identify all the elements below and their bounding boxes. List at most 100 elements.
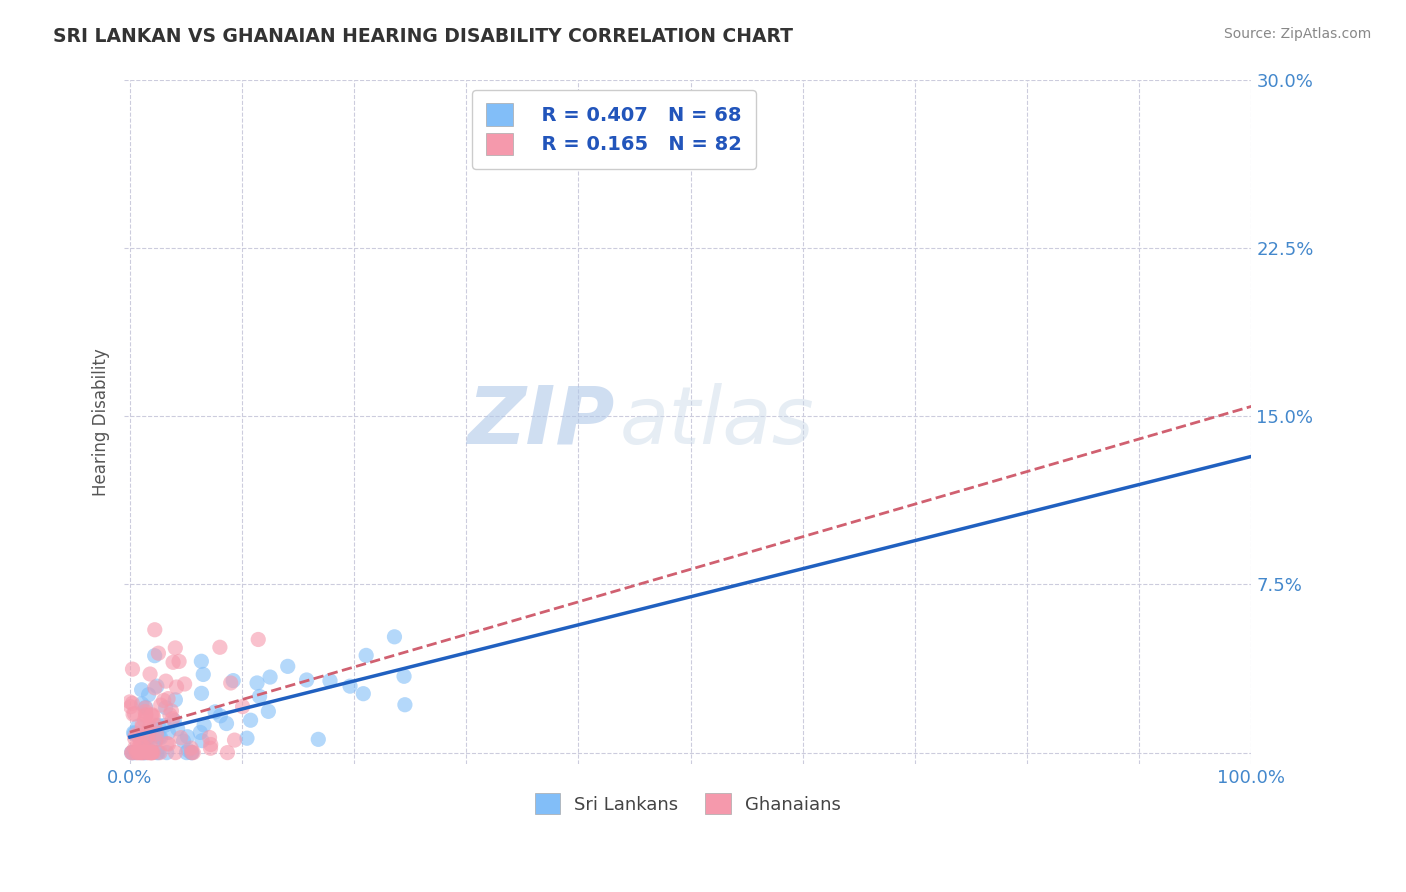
Point	[124, 746, 146, 760]
Point	[319, 673, 342, 688]
Point	[156, 746, 179, 760]
Point	[121, 746, 143, 760]
Point	[146, 679, 169, 693]
Y-axis label: Hearing Disability: Hearing Disability	[93, 348, 110, 496]
Point	[259, 670, 281, 684]
Point	[125, 746, 148, 760]
Point	[176, 730, 198, 744]
Point	[247, 632, 270, 647]
Point	[193, 667, 215, 681]
Point	[145, 733, 167, 747]
Point	[173, 734, 195, 748]
Point	[200, 741, 222, 756]
Point	[135, 700, 157, 714]
Point	[121, 662, 143, 676]
Text: atlas: atlas	[620, 383, 815, 461]
Point	[339, 679, 361, 693]
Point	[121, 746, 143, 760]
Point	[155, 700, 177, 714]
Point	[143, 718, 166, 732]
Point	[129, 746, 152, 760]
Point	[153, 718, 176, 732]
Point	[142, 722, 165, 736]
Point	[128, 728, 150, 742]
Point	[136, 731, 159, 745]
Point	[139, 746, 162, 760]
Point	[132, 745, 155, 759]
Point	[131, 746, 153, 760]
Point	[143, 681, 166, 695]
Point	[246, 676, 269, 690]
Point	[162, 712, 184, 726]
Point	[145, 727, 167, 741]
Point	[149, 698, 172, 712]
Point	[149, 731, 172, 745]
Point	[236, 731, 259, 746]
Point	[181, 746, 204, 760]
Point	[157, 725, 180, 739]
Point	[208, 640, 231, 655]
Point	[134, 708, 156, 723]
Point	[122, 707, 145, 722]
Point	[136, 724, 159, 739]
Point	[165, 693, 187, 707]
Point	[131, 746, 153, 760]
Point	[132, 746, 155, 760]
Point	[295, 673, 318, 687]
Point	[134, 713, 156, 727]
Point	[200, 738, 222, 752]
Text: Source: ZipAtlas.com: Source: ZipAtlas.com	[1223, 27, 1371, 41]
Point	[127, 741, 149, 756]
Point	[139, 738, 162, 752]
Point	[215, 716, 238, 731]
Point	[131, 717, 153, 731]
Point	[180, 741, 202, 756]
Point	[135, 707, 157, 722]
Text: SRI LANKAN VS GHANAIAN HEARING DISABILITY CORRELATION CHART: SRI LANKAN VS GHANAIAN HEARING DISABILIT…	[53, 27, 793, 45]
Point	[177, 743, 200, 757]
Point	[354, 648, 377, 663]
Point	[181, 746, 204, 760]
Point	[163, 714, 186, 728]
Point	[157, 737, 180, 751]
Point	[127, 728, 149, 742]
Point	[127, 746, 149, 760]
Point	[152, 693, 174, 707]
Point	[188, 725, 211, 739]
Point	[222, 673, 245, 688]
Point	[131, 720, 153, 734]
Point	[141, 746, 163, 760]
Point	[209, 709, 232, 723]
Point	[136, 736, 159, 750]
Point	[394, 698, 416, 712]
Point	[128, 746, 150, 760]
Point	[249, 690, 271, 704]
Point	[138, 688, 160, 702]
Point	[121, 746, 143, 760]
Point	[193, 718, 215, 732]
Point	[131, 697, 153, 711]
Point	[124, 741, 146, 756]
Point	[219, 676, 242, 690]
Point	[190, 654, 212, 668]
Point	[136, 746, 159, 760]
Point	[143, 623, 166, 637]
Point	[217, 746, 239, 760]
Point	[146, 746, 169, 760]
Point	[124, 731, 146, 746]
Point	[129, 736, 152, 750]
Point	[138, 746, 160, 760]
Point	[125, 728, 148, 742]
Point	[156, 737, 179, 751]
Point	[124, 706, 146, 721]
Point	[180, 746, 202, 760]
Point	[155, 674, 177, 689]
Point	[141, 746, 163, 760]
Point	[165, 640, 187, 655]
Point	[257, 704, 280, 718]
Point	[145, 732, 167, 747]
Point	[134, 746, 156, 760]
Point	[162, 655, 184, 669]
Point	[132, 739, 155, 754]
Point	[176, 746, 198, 760]
